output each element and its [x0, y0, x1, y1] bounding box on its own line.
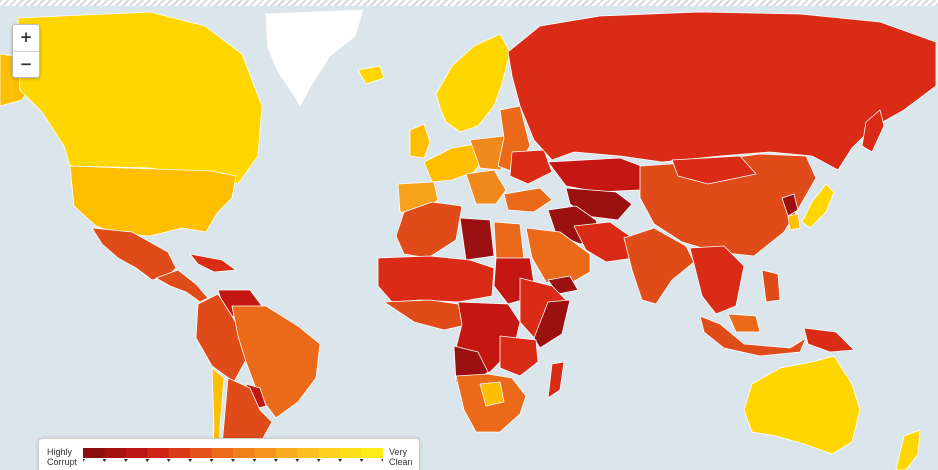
region-brazil[interactable]	[231, 305, 321, 419]
region-russia[interactable]	[507, 11, 937, 171]
region-libya[interactable]	[459, 217, 495, 261]
legend-low-line2: Corrupt	[47, 457, 78, 467]
legend-color-scale	[83, 448, 383, 462]
region-arabian-peninsula[interactable]	[525, 227, 591, 287]
zoom-in-button[interactable]: +	[19, 28, 33, 46]
legend-tick	[209, 459, 214, 462]
region-scandinavia[interactable]	[435, 33, 511, 133]
region-ukraine[interactable]	[509, 149, 553, 185]
legend-swatch	[297, 448, 320, 458]
region-uk-ireland[interactable]	[409, 123, 431, 159]
region-australia[interactable]	[743, 355, 861, 455]
region-egypt[interactable]	[493, 221, 525, 261]
region-caribbean[interactable]	[189, 253, 237, 273]
legend-tick	[295, 459, 300, 462]
legend-tick	[123, 459, 128, 462]
legend-tick	[166, 459, 171, 462]
legend-tick	[273, 459, 278, 462]
legend-swatch	[254, 448, 277, 458]
legend-swatch	[211, 448, 234, 458]
legend-swatch	[190, 448, 213, 458]
legend-tick	[102, 459, 107, 462]
region-sakhalin[interactable]	[861, 109, 885, 153]
legend-swatch	[340, 448, 363, 458]
region-east-africa[interactable]	[499, 335, 539, 377]
region-south-korea[interactable]	[787, 213, 801, 231]
legend-tick	[316, 459, 321, 462]
region-philippines[interactable]	[761, 269, 781, 303]
region-central-america[interactable]	[155, 269, 209, 303]
zoom-out-button[interactable]: −	[13, 51, 39, 77]
legend-swatch	[104, 448, 127, 458]
legend-tick	[338, 459, 343, 462]
legend: Highly Corrupt Very Clean	[38, 438, 420, 470]
region-united-states[interactable]	[69, 165, 237, 237]
legend-high-label: Very Clean	[389, 447, 413, 467]
legend-tick	[359, 459, 364, 462]
region-southeast-asia[interactable]	[689, 245, 745, 315]
legend-swatch	[318, 448, 341, 458]
legend-swatch	[275, 448, 298, 458]
region-north-korea[interactable]	[781, 193, 799, 217]
region-india[interactable]	[623, 227, 695, 305]
region-china[interactable]	[639, 153, 817, 257]
region-north-africa-west[interactable]	[395, 201, 463, 259]
legend-swatch	[83, 448, 105, 458]
legend-swatch	[125, 448, 148, 458]
legend-swatch	[168, 448, 191, 458]
region-mongolia[interactable]	[671, 155, 757, 185]
zoom-control: + −	[12, 24, 40, 78]
legend-tick	[381, 459, 383, 462]
world-choropleth-map[interactable]	[0, 6, 938, 470]
region-iceland[interactable]	[357, 65, 385, 85]
legend-tick	[83, 459, 85, 462]
legend-low-label: Highly Corrupt	[47, 447, 77, 467]
legend-swatch	[233, 448, 255, 458]
legend-high-line2: Clean	[389, 457, 413, 467]
region-italy-balkans[interactable]	[465, 169, 507, 205]
region-new-zealand[interactable]	[895, 429, 921, 470]
region-somalia[interactable]	[533, 299, 571, 349]
legend-tick	[231, 459, 235, 462]
region-indonesia[interactable]	[699, 315, 807, 357]
region-madagascar[interactable]	[547, 361, 565, 399]
legend-tick	[188, 459, 193, 462]
legend-swatch	[147, 448, 170, 458]
top-border	[0, 0, 938, 6]
region-papua-new-guinea[interactable]	[803, 327, 855, 353]
region-malaysia[interactable]	[727, 313, 761, 333]
legend-swatch	[361, 448, 383, 458]
region-sahel[interactable]	[377, 255, 495, 303]
region-japan[interactable]	[801, 183, 835, 229]
region-botswana[interactable]	[479, 381, 505, 407]
legend-tick	[252, 459, 257, 462]
legend-high-line1: Very	[389, 447, 408, 457]
legend-low-line1: Highly	[47, 447, 73, 457]
legend-tick	[145, 459, 150, 462]
region-greenland[interactable]	[265, 9, 364, 107]
region-turkey[interactable]	[503, 187, 553, 213]
